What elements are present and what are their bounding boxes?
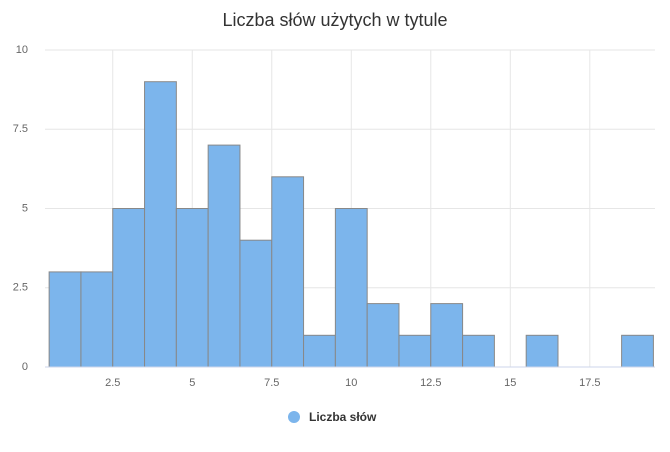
bar [175, 208, 209, 368]
bar [271, 176, 305, 368]
chart-title: Liczba słów użytych w tytule [222, 10, 447, 30]
y-tick-label: 0 [22, 361, 28, 373]
legend-label[interactable]: Liczba słów [309, 410, 377, 424]
y-tick-label: 10 [16, 44, 28, 56]
bar [398, 334, 432, 368]
legend-marker[interactable] [288, 411, 300, 423]
bar [303, 334, 336, 368]
y-tick-label: 2.5 [13, 282, 28, 294]
x-tick-label: 5 [189, 377, 195, 389]
bar [462, 334, 495, 368]
x-tick-label: 10 [345, 377, 357, 389]
x-tick-label: 15 [504, 377, 516, 389]
y-tick-label: 7.5 [13, 123, 28, 135]
bar [430, 303, 464, 368]
bar [239, 239, 273, 368]
bar [80, 271, 114, 368]
y-tick-label: 5 [22, 202, 28, 214]
bar [334, 208, 368, 368]
bar [207, 144, 241, 368]
x-tick-label: 2.5 [105, 377, 120, 389]
x-tick-label: 17.5 [579, 377, 600, 389]
bar [112, 208, 146, 368]
bar [366, 303, 400, 368]
bar [48, 271, 82, 368]
bar [144, 81, 177, 368]
x-tick-label: 7.5 [264, 377, 279, 389]
bar [621, 334, 654, 368]
x-tick-label: 12.5 [420, 377, 441, 389]
bar [525, 334, 559, 368]
